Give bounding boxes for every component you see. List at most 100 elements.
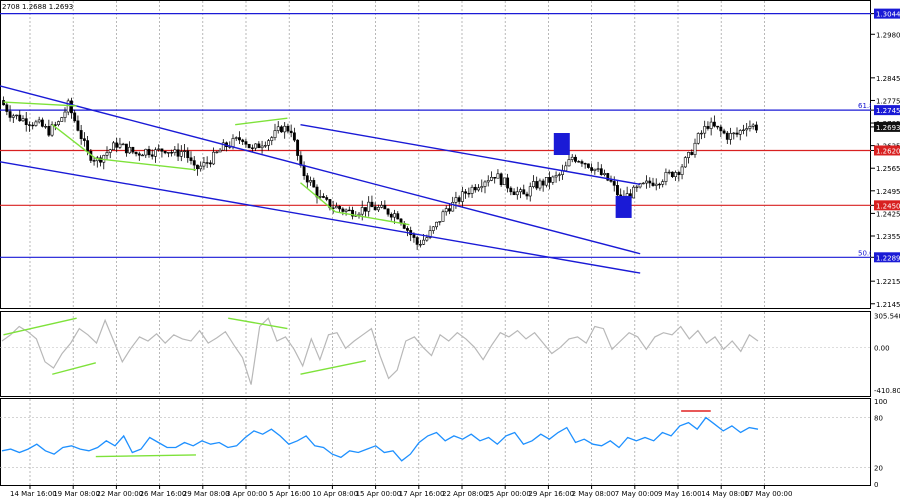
candle-body <box>79 130 83 140</box>
candle-body <box>499 173 503 186</box>
candle-body <box>522 189 526 195</box>
cci-series-line <box>1 317 759 385</box>
x-tick-label: 17 Apr 16:00 <box>399 490 445 498</box>
x-tick-label: 7 May 00:00 <box>615 490 659 498</box>
candle-body <box>716 125 720 128</box>
candle-body <box>486 180 490 183</box>
candle-body <box>63 111 67 118</box>
candle-body <box>709 121 713 129</box>
candle-body <box>725 132 729 140</box>
candle-body <box>577 161 581 163</box>
candle-body <box>638 183 642 188</box>
candle-body <box>693 142 697 155</box>
candle-body <box>742 129 745 131</box>
candle-body <box>76 120 80 131</box>
price-tick-label: 1.2845 <box>876 75 900 83</box>
candle-body <box>609 179 613 182</box>
candle-body <box>519 189 522 193</box>
x-tick-label: 5 Apr 16:00 <box>269 490 310 498</box>
candle-body <box>196 164 199 170</box>
candle-body <box>60 117 64 122</box>
candle-body <box>535 181 539 189</box>
candle-body <box>183 150 186 152</box>
candle-body <box>696 133 700 144</box>
candle-body <box>567 159 571 167</box>
candle-body <box>334 206 338 209</box>
price-tick-label: 1.2693 <box>876 124 900 132</box>
candle-body <box>667 171 671 174</box>
candle-body <box>548 177 552 183</box>
candle-body <box>53 124 57 126</box>
candle-body <box>199 165 203 170</box>
candle-body <box>532 181 535 187</box>
candle-body <box>722 130 726 134</box>
candle-body <box>118 143 122 148</box>
x-tick-label: 25 Apr 00:00 <box>485 490 531 498</box>
candle-body <box>651 182 655 186</box>
candle-body <box>386 208 390 215</box>
candle-body <box>451 202 455 212</box>
candle-body <box>318 196 322 198</box>
candle-body <box>380 204 384 208</box>
candle-body <box>596 168 600 170</box>
candle-body <box>192 160 196 166</box>
candle-body <box>325 197 329 200</box>
candle-body <box>141 154 144 157</box>
candle-body <box>612 181 616 186</box>
candle-body <box>564 165 568 171</box>
candle-body <box>202 162 206 167</box>
candle-body <box>108 149 112 153</box>
candle-body <box>305 175 309 183</box>
candle-body <box>8 111 12 118</box>
candle-body <box>751 124 755 127</box>
candle-body <box>732 132 736 135</box>
candle-body <box>270 137 274 141</box>
candle-body <box>50 124 54 136</box>
x-tick-label: 9 May 16:00 <box>658 490 702 498</box>
candle-body <box>606 173 610 181</box>
candle-body <box>554 175 558 178</box>
candle-body <box>538 180 542 189</box>
cci-tick-label: 305.5401 <box>874 313 900 321</box>
candle-body <box>170 152 174 154</box>
candle-body <box>580 161 584 164</box>
x-tick-label: 14 May 08:00 <box>701 490 749 498</box>
candle-body <box>570 156 574 160</box>
price-tick-label: 1.2145 <box>876 301 900 309</box>
candle-body <box>460 191 464 202</box>
divergence-line <box>51 124 97 160</box>
candle-body <box>428 230 432 238</box>
candle-body <box>11 115 15 118</box>
candle-body <box>441 211 445 222</box>
price-tick-label: 1.3044 <box>876 11 900 19</box>
level-label: 50.0 <box>858 249 874 257</box>
cci-plot <box>0 317 871 385</box>
candle-body <box>706 126 710 129</box>
candle-body <box>448 208 451 212</box>
candle-body <box>719 126 723 132</box>
candle-body <box>654 183 658 186</box>
candle-body <box>322 196 325 198</box>
trend-channel-line <box>0 85 641 255</box>
price-tick-label: 1.2289 <box>876 254 900 262</box>
candle-body <box>218 149 222 153</box>
price-label-box <box>874 121 900 132</box>
candle-body <box>418 243 422 246</box>
candle-body <box>86 140 90 152</box>
candle-body <box>396 213 400 220</box>
x-tick-label: 10 Apr 08:00 <box>312 490 358 498</box>
candle-body <box>231 138 235 147</box>
candle-body <box>467 192 471 195</box>
x-tick-label: 2 May 08:00 <box>572 490 616 498</box>
candle-body <box>754 124 758 131</box>
candle-body <box>73 112 77 122</box>
x-tick-label: 22 Mar 00:00 <box>96 490 143 498</box>
x-tick-label: 19 Mar 08:00 <box>53 490 100 498</box>
candle-body <box>370 201 374 208</box>
candle-body <box>31 124 35 127</box>
candle-body <box>144 148 148 156</box>
candle-body <box>82 138 86 141</box>
candle-body <box>134 151 138 155</box>
